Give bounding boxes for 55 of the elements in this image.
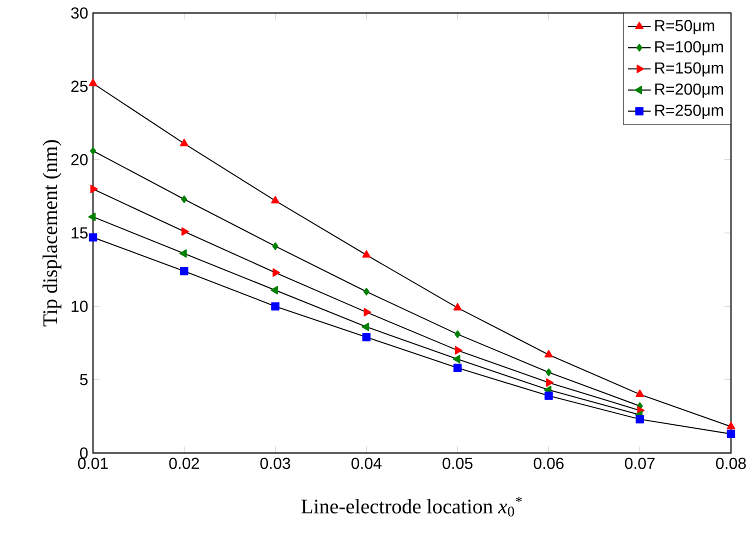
point: [364, 308, 372, 316]
point: [636, 415, 644, 424]
legend-label: R=150μm: [655, 62, 723, 77]
point: [546, 368, 552, 376]
y-tick-label: 30: [71, 7, 88, 19]
x-tick-label: 0.08: [716, 458, 746, 470]
point: [362, 250, 371, 258]
point: [544, 392, 553, 400]
y-tick-label: 15: [72, 227, 88, 239]
point: [453, 302, 462, 310]
x-tick-label: 0.06: [534, 458, 564, 470]
point: [270, 286, 278, 294]
point: [362, 332, 371, 342]
point: [726, 430, 736, 438]
x-axis-title: Line-electrode location x$_{0}$*: [301, 496, 522, 516]
point: [179, 249, 187, 258]
x-tick-label: 0.05: [442, 458, 472, 470]
x-tick-label: 0.03: [260, 458, 290, 470]
point: [452, 354, 460, 364]
legend-label: R=250μm: [655, 104, 723, 119]
x-tick-label: 0.04: [351, 458, 382, 470]
y-tick-label: 20: [71, 154, 88, 166]
point: [88, 78, 98, 86]
legend-label: R=50μm: [655, 20, 714, 34]
point: [90, 146, 96, 155]
point: [272, 268, 280, 277]
point: [181, 195, 188, 204]
point: [88, 233, 98, 242]
point: [636, 390, 644, 397]
x-tick-label: 0.01: [78, 458, 108, 470]
point: [363, 288, 370, 296]
legend-label: R=200μm: [655, 83, 723, 98]
point: [271, 302, 280, 310]
point: [180, 266, 188, 276]
point: [726, 422, 736, 430]
point: [180, 138, 188, 146]
point: [453, 364, 462, 372]
y-tick-label: 0: [80, 447, 88, 459]
point: [90, 184, 98, 194]
point: [271, 196, 280, 204]
point: [544, 350, 553, 358]
y-tick-label: 10: [72, 300, 88, 312]
point: [362, 322, 370, 332]
point: [181, 227, 189, 236]
point: [454, 330, 461, 338]
y-tick-label: 5: [80, 374, 88, 386]
point: [454, 346, 462, 355]
y-axis-title: Tip displacement (nm): [42, 140, 62, 326]
point: [88, 212, 96, 222]
point: [272, 242, 278, 250]
y-tick-label: 25: [71, 80, 88, 92]
legend-label: R=100μm: [655, 41, 723, 56]
x-tick-label: 0.07: [624, 458, 655, 470]
point: [546, 378, 554, 387]
x-tick-label: 0.02: [169, 458, 199, 470]
